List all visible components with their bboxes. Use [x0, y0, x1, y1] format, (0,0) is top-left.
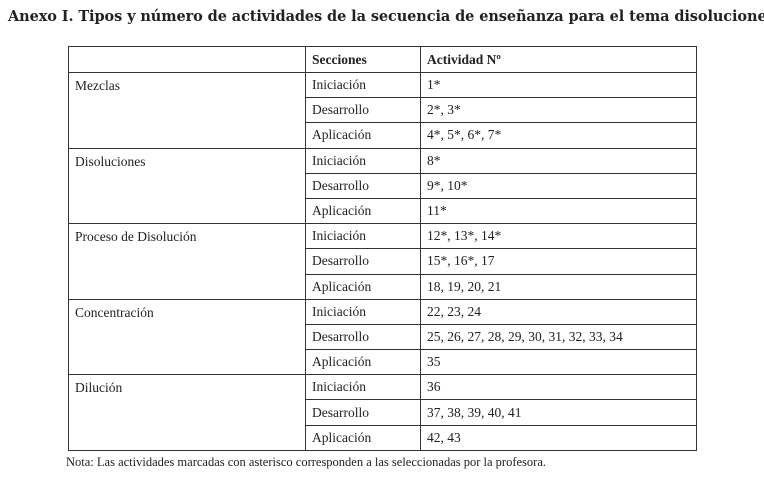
document-title: Anexo I. Tipos y número de actividades d… [8, 8, 764, 25]
activity-cell: 12*, 13*, 14* [420, 223, 697, 250]
activity-cell: 22, 23, 24 [420, 298, 697, 325]
theme-cell: Disoluciones [68, 147, 306, 225]
table-row: Disoluciones Iniciación 8* [68, 147, 697, 225]
theme-cell: Mezclas [68, 72, 306, 149]
section-cell: Iniciación [305, 71, 421, 99]
table-row: Desarrollo 15*, 16*, 17 [69, 248, 697, 275]
section-cell: Desarrollo [305, 172, 421, 199]
section-cell: Desarrollo [305, 323, 421, 351]
section-cell: Iniciación [305, 223, 421, 250]
activity-cell: 9*, 10* [420, 172, 697, 199]
activity-cell: 1* [420, 71, 697, 99]
theme-cell: Concentración [68, 298, 306, 376]
table-row: Aplicación 11* [69, 197, 697, 225]
section-cell: Desarrollo [305, 97, 421, 124]
activity-cell: 4*, 5*, 6*, 7* [420, 122, 697, 149]
table-row: Dilución Iniciación 36 [68, 374, 697, 451]
section-cell: Aplicación [305, 424, 421, 451]
activities-table: Secciones Actividad Nº Mezclas Iniciación… [68, 46, 697, 451]
activity-cell: 8* [420, 147, 697, 174]
section-cell: Aplicación [305, 349, 421, 376]
activity-cell: 11* [420, 197, 697, 225]
table-row: Aplicación 42, 43 [69, 424, 697, 451]
section-cell: Aplicación [305, 122, 421, 149]
table-row: Aplicación 4*, 5*, 6*, 7* [69, 122, 697, 149]
section-cell: Iniciación [305, 147, 421, 174]
theme-cell: Proceso de Disolución [68, 223, 306, 300]
theme-cell: Dilución [68, 374, 306, 451]
activity-cell: 36 [420, 374, 697, 401]
activity-cell: 35 [420, 349, 697, 376]
activity-cell: 37, 38, 39, 40, 41 [420, 399, 697, 426]
activity-cell: 15*, 16*, 17 [420, 248, 697, 275]
table-row: Desarrollo 9*, 10* [69, 172, 697, 199]
table-header-row: Secciones Actividad Nº [68, 46, 697, 73]
section-cell: Desarrollo [305, 248, 421, 275]
table-row: Mezclas Iniciación 1* [68, 71, 697, 149]
table-row: Aplicación 18, 19, 20, 21 [69, 273, 697, 300]
table-row: Desarrollo 25, 26, 27, 28, 29, 30, 31, 32… [69, 323, 697, 351]
table-row: Concentración Iniciación 22, 23, 24 [68, 298, 697, 376]
header-theme [68, 46, 306, 73]
header-sections: Secciones [305, 46, 421, 73]
section-cell: Desarrollo [305, 399, 421, 426]
table-row: Proceso de Disolución Iniciación 12*, 13*,… [68, 223, 697, 300]
table-row: Desarrollo 2*, 3* [69, 97, 697, 124]
section-cell: Iniciación [305, 298, 421, 325]
table-note: Nota: Las actividades marcadas con aster… [66, 455, 547, 469]
activity-cell: 18, 19, 20, 21 [420, 273, 697, 300]
activity-cell: 42, 43 [420, 424, 697, 451]
section-cell: Aplicación [305, 197, 421, 225]
section-cell: Iniciación [305, 374, 421, 401]
activity-cell: 25, 26, 27, 28, 29, 30, 31, 32, 33, 34 [420, 323, 697, 351]
header-activity: Actividad Nº [420, 46, 697, 73]
section-cell: Aplicación [305, 273, 421, 300]
table-row: Aplicación 35 [69, 349, 697, 376]
activity-cell: 2*, 3* [420, 97, 697, 124]
